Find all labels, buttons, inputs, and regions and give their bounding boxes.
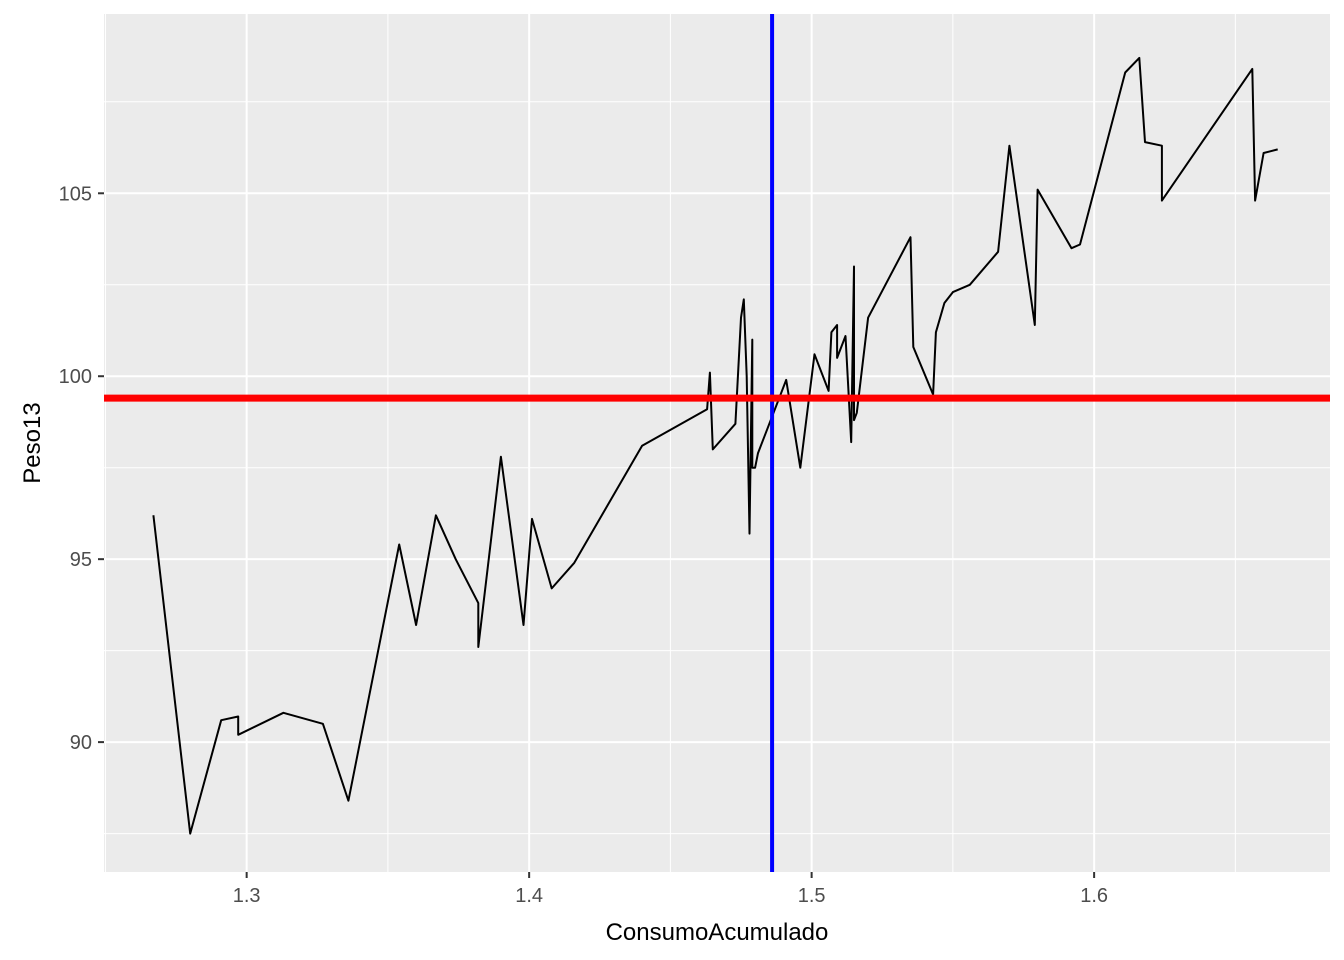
minor-grid bbox=[104, 14, 1330, 872]
x-axis-title: ConsumoAcumulado bbox=[606, 919, 829, 946]
x-axis: 1.3 1.4 1.5 1.6 bbox=[233, 872, 1108, 907]
y-tick-label: 90 bbox=[70, 732, 92, 754]
y-tick-label: 95 bbox=[70, 549, 92, 571]
series-line-0 bbox=[152, 56, 1278, 835]
x-tick-label: 1.5 bbox=[798, 885, 826, 907]
data-series bbox=[152, 56, 1278, 835]
y-tick-label: 100 bbox=[59, 366, 92, 388]
reference-lines bbox=[104, 14, 1330, 872]
y-axis-title: Peso13 bbox=[19, 402, 46, 483]
x-tick-label: 1.3 bbox=[233, 885, 261, 907]
x-tick-label: 1.6 bbox=[1080, 885, 1108, 907]
x-tick-label: 1.4 bbox=[515, 885, 543, 907]
y-tick-label: 105 bbox=[59, 183, 92, 205]
major-grid bbox=[104, 14, 1330, 872]
y-axis: 90 95 100 105 bbox=[59, 183, 104, 754]
plot-panel bbox=[104, 14, 1330, 872]
